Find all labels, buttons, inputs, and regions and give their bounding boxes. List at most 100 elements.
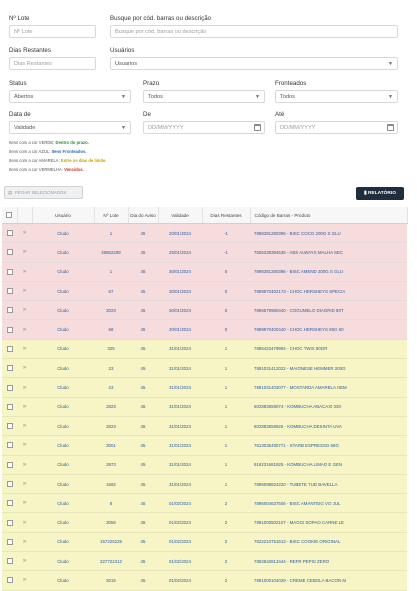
dias-input[interactable]: Dias Restantes — [9, 57, 96, 70]
row-checkbox[interactable] — [6, 442, 13, 449]
table-row[interactable]: » Cludo 49862299 45 25/01/2024 -1 750633939453… — [2, 242, 407, 263]
table-row[interactable]: » Cludo 1 45 30/01/2024 0 7898381280396 - BISC… — [2, 262, 407, 282]
expand-row-cell[interactable]: » — [17, 281, 32, 302]
table-row[interactable]: » Cludo 1692 45 31/01/2024 1 7896098824220 - T… — [2, 474, 407, 495]
calendar-icon[interactable] — [254, 124, 261, 131]
prazo-select[interactable]: Todos ▼ — [143, 90, 265, 103]
expand-row-cell[interactable]: » — [17, 262, 32, 282]
chevron-double-right-icon[interactable]: » — [22, 230, 27, 237]
row-checkbox-cell[interactable] — [2, 474, 17, 495]
table-row[interactable]: » Cludo 2823 45 31/01/2024 1 602883659925 - KO… — [2, 416, 407, 437]
expand-row-cell[interactable]: » — [17, 493, 32, 514]
select-all-cell[interactable] — [2, 207, 18, 224]
table-row[interactable]: » Cludo 3056 45 01/02/2024 2 7891000502107 - M… — [2, 512, 407, 533]
calendar-icon[interactable] — [387, 124, 394, 131]
col-validade[interactable]: Validade — [158, 207, 203, 224]
table-row[interactable]: » Cludo 3015 45 01/02/2024 2 7891000104029 - C… — [2, 570, 407, 591]
row-checkbox[interactable] — [6, 230, 13, 237]
expand-row-cell[interactable]: » — [17, 300, 32, 321]
row-checkbox[interactable] — [6, 249, 13, 256]
row-checkbox[interactable] — [6, 577, 13, 584]
col-dias[interactable]: Dias Restantes — [202, 207, 251, 224]
expand-row-cell[interactable]: » — [17, 435, 32, 456]
chevron-double-right-icon[interactable]: » — [22, 326, 27, 333]
table-row[interactable]: » Cludo 23 45 31/01/2024 1 7891031412022 - MAI… — [2, 358, 407, 379]
row-checkbox-cell[interactable] — [2, 532, 17, 553]
table-row[interactable]: » Cludo 8 45 01/02/2024 2 7896004637506 - BISC… — [2, 493, 407, 514]
expand-row-cell[interactable]: » — [17, 242, 32, 263]
row-checkbox[interactable] — [6, 345, 13, 352]
row-checkbox[interactable] — [6, 288, 13, 295]
row-checkbox[interactable] — [6, 384, 13, 391]
col-usuario[interactable]: Usuário — [32, 207, 95, 224]
row-checkbox-cell[interactable] — [2, 377, 17, 398]
expand-row-cell[interactable]: » — [17, 339, 32, 360]
table-row[interactable]: » Cludo 3023 45 30/01/2024 0 7896579980440 - C… — [2, 300, 407, 321]
chevron-double-right-icon[interactable]: » — [22, 519, 27, 526]
chevron-double-right-icon[interactable]: » — [22, 500, 27, 507]
expand-row-cell[interactable]: » — [17, 377, 32, 398]
expand-row-cell[interactable]: » — [17, 455, 32, 475]
busca-input[interactable]: Busque por cód. barras ou descrição — [110, 25, 398, 38]
table-row[interactable]: » Cludo 325 45 31/01/2024 1 7896423479994 - CH… — [2, 339, 407, 360]
ate-date-input[interactable]: DD/MM/YYYY — [275, 121, 398, 134]
chevron-double-right-icon[interactable]: » — [22, 288, 27, 295]
table-row[interactable]: » Cludo 67 45 30/01/2024 0 7899970402173 - CHO… — [2, 281, 407, 302]
col-aviso[interactable]: Dia do Aviso — [128, 207, 159, 224]
de-date-input[interactable]: DD/MM/YYYY — [143, 121, 265, 134]
row-checkbox-cell[interactable] — [2, 512, 17, 533]
row-checkbox-cell[interactable] — [2, 416, 17, 437]
chevron-double-right-icon[interactable]: » — [22, 268, 27, 275]
lote-input[interactable]: Nº Lote — [9, 25, 96, 38]
row-checkbox-cell[interactable] — [2, 358, 17, 379]
status-select[interactable]: Abertos ▼ — [9, 90, 131, 103]
row-checkbox-cell[interactable] — [2, 435, 17, 456]
usuarios-select[interactable]: Usuarios ▼ — [110, 57, 398, 70]
row-checkbox[interactable] — [6, 423, 13, 430]
chevron-double-right-icon[interactable]: » — [22, 442, 27, 449]
row-checkbox-cell[interactable] — [2, 397, 17, 417]
row-checkbox-cell[interactable] — [2, 551, 17, 572]
expand-row-cell[interactable]: » — [17, 551, 32, 572]
chevron-double-right-icon[interactable]: » — [22, 384, 27, 391]
col-lote[interactable]: Nº Lote — [94, 207, 129, 224]
expand-row-cell[interactable]: » — [17, 474, 32, 495]
expand-row-cell[interactable]: » — [17, 512, 32, 533]
table-row[interactable]: » Cludo 327722412 45 01/02/2024 2 789284081344… — [2, 551, 407, 572]
expand-row-cell[interactable]: » — [17, 319, 32, 340]
row-checkbox[interactable] — [6, 481, 13, 487]
row-checkbox-cell[interactable] — [2, 493, 17, 514]
row-checkbox-cell[interactable] — [2, 300, 17, 321]
row-checkbox-cell[interactable] — [2, 455, 17, 475]
pegar-selecionados-button[interactable]: ▤ PEGAR SELECIONADOS — [4, 186, 83, 199]
chevron-double-right-icon[interactable]: » — [22, 365, 27, 372]
table-row[interactable]: » Cludo 1 45 20/01/2024 -1 7898381280396 - BIS… — [2, 223, 407, 244]
chevron-double-right-icon[interactable]: » — [22, 345, 27, 352]
row-checkbox-cell[interactable] — [2, 319, 17, 340]
table-row[interactable]: » Cludo 23 45 31/01/2024 1 7891031403077 - MOS… — [2, 377, 407, 398]
row-checkbox[interactable] — [6, 268, 13, 275]
row-checkbox[interactable] — [6, 365, 13, 372]
chevron-double-right-icon[interactable]: » — [22, 423, 27, 430]
row-checkbox[interactable] — [6, 326, 13, 333]
table-row[interactable]: » Cludo 2823 45 31/01/2024 1 602883659074 - KO… — [2, 397, 407, 417]
row-checkbox-cell[interactable] — [2, 223, 17, 244]
table-row[interactable]: » Cludo 2873 45 31/01/2024 1 618231681925 - KO… — [2, 455, 407, 475]
col-produto[interactable]: Código de Barras - Produto — [250, 207, 408, 224]
table-row[interactable]: » Cludo 68 45 30/01/2024 0 7899970400440 - CHO… — [2, 319, 407, 340]
row-checkbox[interactable] — [6, 500, 13, 507]
row-checkbox-cell[interactable] — [2, 339, 17, 360]
chevron-double-right-icon[interactable]: » — [22, 249, 27, 256]
expand-row-cell[interactable]: » — [17, 397, 32, 417]
expand-row-cell[interactable]: » — [17, 223, 32, 244]
chevron-double-right-icon[interactable]: » — [22, 461, 27, 468]
row-checkbox[interactable] — [6, 558, 13, 565]
row-checkbox-cell[interactable] — [2, 242, 17, 263]
select-all-checkbox[interactable] — [6, 212, 13, 218]
chevron-double-right-icon[interactable]: » — [22, 558, 27, 565]
chevron-double-right-icon[interactable]: » — [22, 307, 27, 314]
fronteados-select[interactable]: Todos ▼ — [275, 90, 398, 103]
expand-row-cell[interactable]: » — [17, 570, 32, 591]
row-checkbox[interactable] — [6, 538, 13, 545]
row-checkbox[interactable] — [6, 307, 13, 314]
